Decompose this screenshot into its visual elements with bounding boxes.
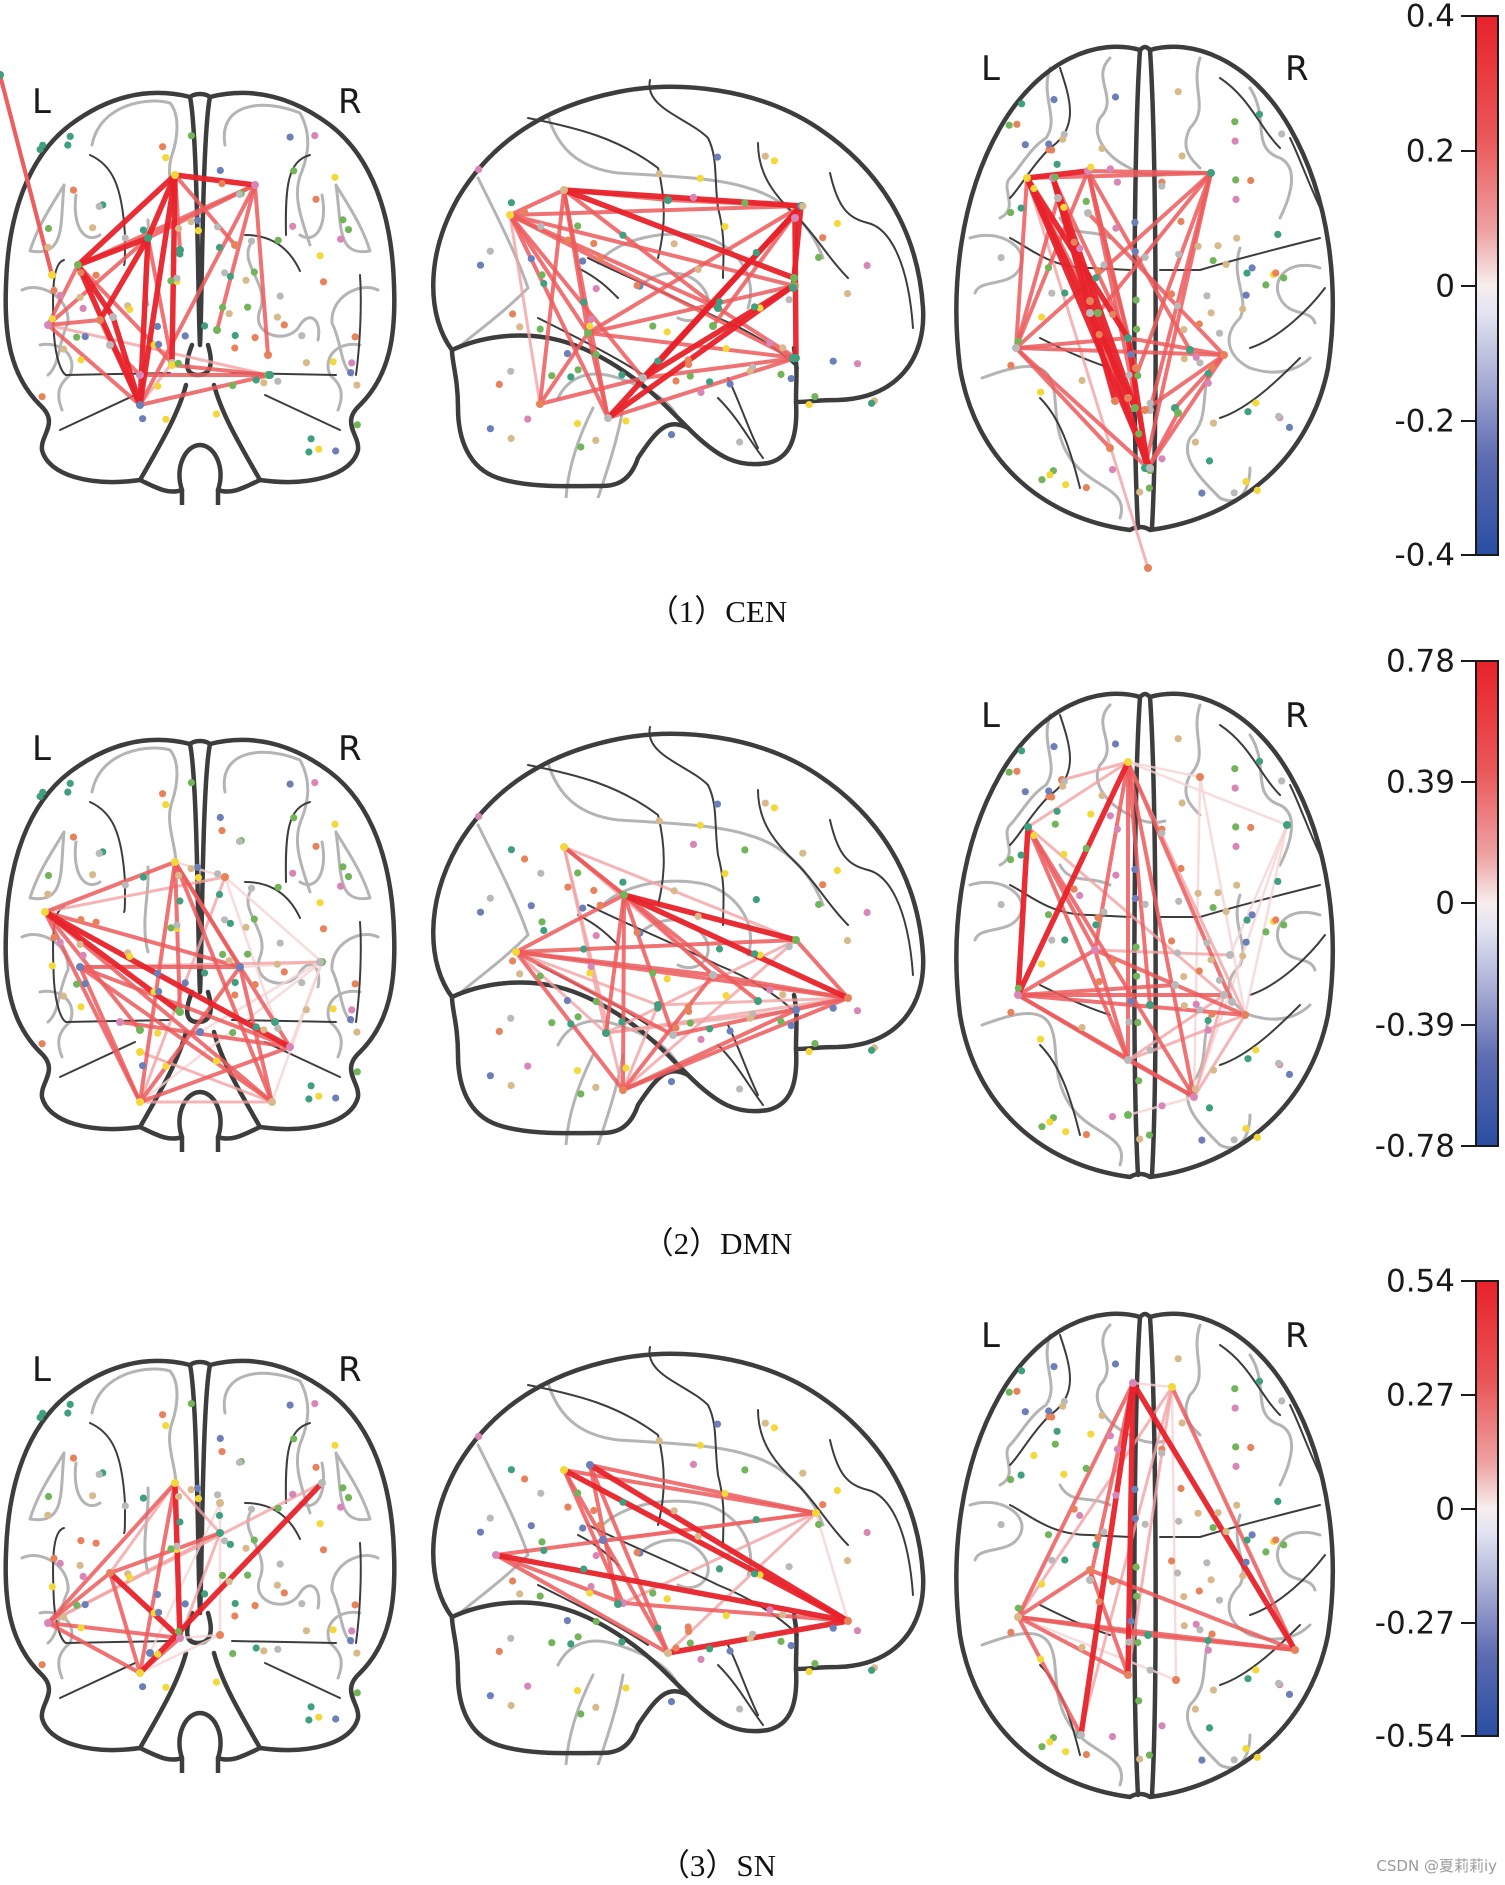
colorbar-dmn — [1475, 660, 1499, 1147]
colorbar-max-label: 0.78 — [1385, 643, 1455, 680]
sagittal-view-sn — [418, 1345, 930, 1765]
colorbar-mid-label: 0 — [1435, 885, 1455, 922]
left-hemisphere-label: L — [32, 729, 51, 769]
right-hemisphere-label: R — [338, 1350, 362, 1390]
axial-view-cen: L R — [950, 38, 1340, 572]
brain-nodes — [36, 132, 361, 456]
colorbar-tick — [1461, 1024, 1475, 1026]
colorbar-min-label: -0.4 — [1394, 537, 1456, 574]
coronal-view-dmn: L R — [0, 722, 400, 1152]
colorbar-tick — [1461, 1394, 1475, 1396]
colorbar-tick-label: 0.27 — [1385, 1377, 1455, 1414]
colorbar-tick — [1461, 420, 1475, 422]
colorbar-tick — [1461, 554, 1475, 556]
colorbar-sn — [1475, 1280, 1499, 1737]
connectivity-edges — [1014, 758, 1291, 1119]
caption-cen: （1）CEN — [0, 586, 1505, 631]
colorbar-tick — [1461, 285, 1475, 287]
connectivity-edges — [512, 843, 852, 1094]
caption-dmn: （2）DMN — [0, 1218, 1505, 1263]
colorbar-tick — [1461, 1508, 1475, 1510]
colorbar-tick-label: 0.39 — [1385, 764, 1455, 801]
brain-nodes — [475, 799, 878, 1098]
colorbar-tick — [1461, 150, 1475, 152]
sagittal-view-cen — [418, 78, 930, 498]
caption-text: （2）DMN — [642, 1226, 793, 1261]
row-dmn: L R L R 0.78 0.39 0 -0.39 -0.78 （2）DMN — [0, 645, 1505, 1265]
sagittal-view-dmn — [418, 725, 930, 1145]
axial-view-dmn: L R — [950, 685, 1340, 1185]
colorbar-mid-label: 0 — [1435, 1491, 1455, 1528]
colorbar-max-label: 0.54 — [1385, 1263, 1455, 1300]
caption-sn: （3）SN — [0, 1840, 1505, 1885]
colorbar-tick — [1461, 1735, 1475, 1737]
left-hemisphere-label: L — [981, 1316, 1000, 1356]
coronal-view-sn: L R — [0, 1343, 400, 1773]
brain-nodes — [475, 152, 878, 451]
colorbar-tick — [1461, 1145, 1475, 1147]
left-hemisphere-label: L — [32, 82, 51, 122]
axial-view-sn: L R — [950, 1305, 1340, 1805]
caption-text: （3）SN — [658, 1848, 777, 1883]
left-hemisphere-label: L — [981, 49, 1000, 89]
colorbar-min-label: -0.54 — [1374, 1718, 1455, 1755]
caption-text: （1）CEN — [647, 594, 788, 629]
coronal-view-cen: L R — [0, 71, 400, 505]
colorbar-tick-label: -0.39 — [1374, 1007, 1455, 1044]
colorbar-max-label: 0.4 — [1405, 0, 1455, 35]
watermark: CSDN @夏莉莉iy — [1376, 1857, 1497, 1875]
colorbar-cen — [1475, 15, 1499, 556]
right-hemisphere-label: R — [1285, 1316, 1309, 1356]
left-hemisphere-label: L — [32, 1350, 51, 1390]
right-hemisphere-label: R — [1285, 49, 1309, 89]
right-hemisphere-label: R — [338, 82, 362, 122]
colorbar-min-label: -0.78 — [1374, 1128, 1455, 1165]
colorbar-tick-label: -0.27 — [1374, 1605, 1455, 1642]
brain-nodes — [36, 779, 361, 1103]
right-hemisphere-label: R — [338, 729, 362, 769]
brain-nodes — [997, 1355, 1294, 1764]
connectivity-edges — [492, 1461, 852, 1657]
right-hemisphere-label: R — [1285, 696, 1309, 736]
connectivity-edges — [1012, 167, 1228, 572]
colorbar-tick — [1461, 15, 1475, 17]
colorbar-tick-label: 0.2 — [1405, 133, 1455, 170]
brain-nodes — [475, 1419, 878, 1718]
brain-nodes — [36, 1400, 361, 1724]
colorbar-mid-label: 0 — [1435, 268, 1455, 305]
colorbar-tick — [1461, 660, 1475, 662]
colorbar-tick — [1461, 902, 1475, 904]
colorbar-tick — [1461, 1622, 1475, 1624]
brain-nodes — [997, 88, 1294, 497]
row-cen: L R L R 0.4 0.2 0 -0.2 -0.4 （1）CEN — [0, 0, 1505, 640]
colorbar-tick-label: -0.2 — [1394, 403, 1456, 440]
left-hemisphere-label: L — [981, 696, 1000, 736]
row-sn: L R L R 0.54 0.27 0 -0.27 -0.54 （3）SN — [0, 1263, 1505, 1883]
colorbar-tick — [1461, 1280, 1475, 1282]
brain-nodes — [997, 735, 1294, 1144]
colorbar-tick — [1461, 781, 1475, 783]
